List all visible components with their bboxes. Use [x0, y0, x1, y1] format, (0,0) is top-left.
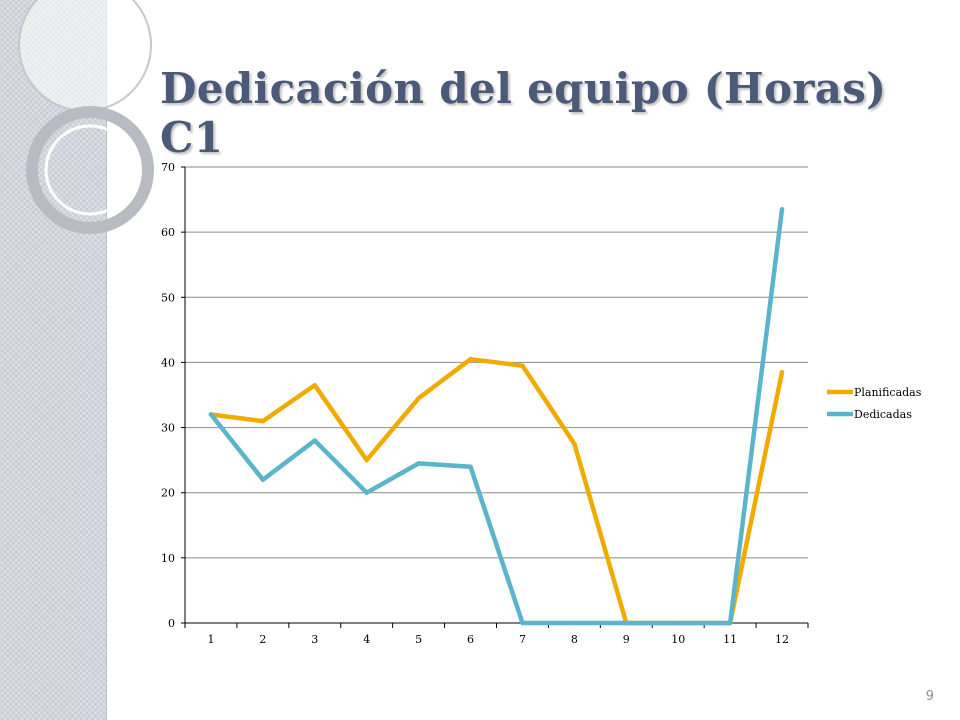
series-lines — [208, 207, 785, 626]
xtick-label-9: 9 — [623, 633, 630, 646]
xtick-label-7: 7 — [519, 633, 526, 646]
series-line-dedicadas — [208, 207, 785, 626]
data-point-planificadas-7 — [520, 363, 525, 368]
legend: Planificadas Dedicadas — [827, 386, 922, 421]
ytick-label-60: 60 — [161, 226, 175, 239]
data-point-planificadas-6 — [468, 356, 473, 362]
ytick-label-0: 0 — [168, 617, 175, 630]
data-point-dedicadas-7 — [520, 620, 525, 626]
data-point-dedicadas-4 — [364, 490, 369, 495]
data-point-dedicadas-12 — [779, 207, 785, 212]
page-number: 9 — [925, 689, 934, 704]
xtick-label-4: 4 — [363, 633, 370, 646]
data-point-dedicadas-8 — [572, 620, 577, 626]
data-point-planificadas-4 — [364, 457, 369, 463]
xtick-label-1: 1 — [207, 633, 214, 646]
ytick-label-70: 70 — [161, 161, 175, 174]
data-point-planificadas-8 — [572, 441, 577, 447]
decor-ring-outer — [26, 106, 154, 234]
slide-title: Dedicación del equipo (Horas) C1 — [160, 64, 887, 162]
data-point-dedicadas-3 — [312, 438, 317, 443]
xtick-label-3: 3 — [311, 633, 318, 646]
series-line-planificadas — [208, 356, 785, 626]
xtick-label-2: 2 — [259, 633, 266, 646]
data-point-dedicadas-1 — [208, 412, 214, 417]
data-point-dedicadas-5 — [416, 461, 421, 466]
xtick-label-5: 5 — [415, 633, 422, 646]
data-point-dedicadas-2 — [260, 477, 266, 482]
ytick-label-40: 40 — [161, 356, 175, 369]
data-point-dedicadas-10 — [676, 620, 681, 626]
legend-label-dedicadas: Dedicadas — [854, 408, 912, 421]
xtick-label-8: 8 — [571, 633, 578, 646]
xtick-label-11: 11 — [723, 633, 737, 646]
decorative-circles — [18, 0, 154, 234]
ytick-label-30: 30 — [161, 422, 175, 435]
data-point-planificadas-5 — [416, 396, 421, 401]
data-point-dedicadas-6 — [468, 464, 473, 469]
data-point-planificadas-2 — [260, 418, 266, 424]
decor-ring-inner — [44, 124, 136, 216]
data-point-dedicadas-9 — [624, 620, 629, 626]
ytick-label-20: 20 — [161, 487, 175, 500]
data-point-dedicadas-11 — [727, 620, 733, 626]
xtick-label-12: 12 — [775, 633, 789, 646]
data-point-planificadas-12 — [779, 370, 785, 375]
ytick-label-10: 10 — [161, 552, 175, 565]
ytick-label-50: 50 — [161, 291, 175, 304]
data-point-planificadas-3 — [312, 383, 317, 388]
axes — [181, 166, 809, 628]
xtick-label-6: 6 — [467, 633, 474, 646]
xtick-label-10: 10 — [671, 633, 685, 646]
legend-label-planificadas: Planificadas — [854, 386, 922, 399]
